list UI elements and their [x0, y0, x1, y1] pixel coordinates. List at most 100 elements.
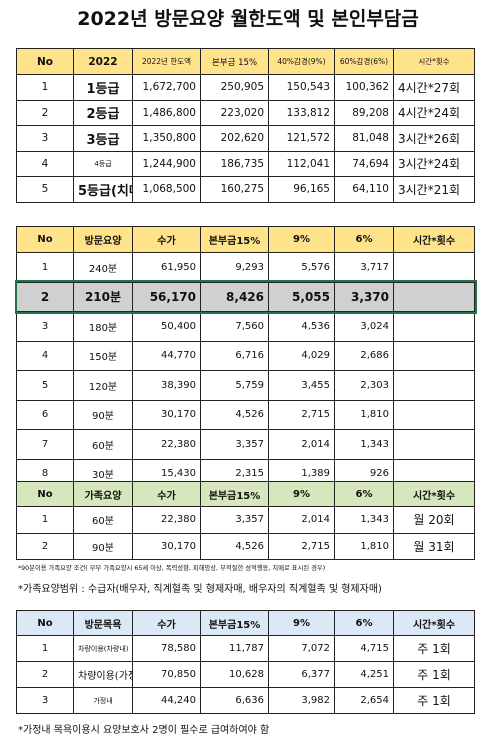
cell: 11,787 — [200, 635, 269, 662]
cell: 8,426 — [200, 281, 269, 312]
title: 2022년 방문요양 월한도액 및 본인부담금 — [77, 8, 419, 30]
cell: 1,672,700 — [132, 74, 201, 101]
cell: 74,694 — [334, 150, 394, 177]
cell: 50,400 — [132, 311, 201, 342]
cell: 186,735 — [200, 150, 269, 177]
cell: 81,048 — [334, 125, 394, 152]
header-cell: 시간*횟수 — [393, 48, 475, 75]
cell: 22,380 — [132, 506, 201, 534]
cell: 89,208 — [334, 99, 394, 126]
cell: 5 — [16, 176, 74, 203]
cell: 3 — [16, 125, 74, 152]
cell: 4시간*27회 — [393, 74, 475, 101]
cell: 202,620 — [200, 125, 269, 152]
cell: 4,029 — [268, 340, 335, 371]
note: *가족요양범위 : 수급자(배우자, 직계혈족 및 형제자매, 배우자의 직계혈… — [18, 584, 382, 595]
cell: 64,110 — [334, 176, 394, 203]
cell: 1 — [16, 74, 74, 101]
cell: 5,576 — [268, 252, 335, 283]
cell: 22,380 — [132, 429, 201, 460]
cell: 2 — [16, 99, 74, 126]
cell: 38,390 — [132, 370, 201, 401]
cell: 223,020 — [200, 99, 269, 126]
cell: 1,810 — [334, 532, 394, 560]
cell: 1,486,800 — [132, 99, 201, 126]
cell: 2등급 — [73, 99, 133, 126]
cell: 3,717 — [334, 252, 394, 283]
cell: 4,526 — [200, 399, 269, 430]
cell: 210분 — [73, 281, 133, 312]
row: 2 210분 56,170 8,426 5,055 3,370 — [14, 280, 477, 314]
cell: 4,536 — [268, 311, 335, 342]
row: 7 60분 22,380 3,357 2,014 1,343 — [16, 429, 475, 460]
cell: 30,170 — [132, 532, 201, 560]
cell: 2,715 — [268, 399, 335, 430]
cell — [393, 370, 475, 401]
cell: 7 — [16, 429, 74, 460]
cell: 1 — [16, 506, 74, 534]
header-cell: 수가 — [132, 226, 201, 253]
table: No 방문요양 수가 본부금15% 9% 6% 시간*횟수 1 240분 61,950 9,293 5… — [14, 226, 477, 489]
header-cell: 본부금15% — [200, 610, 269, 636]
header-row: No 가족요양 수가 본부금15% 9% 6% 시간*횟수 — [16, 481, 475, 507]
cell: 3시간*21회 — [393, 176, 475, 203]
header-cell: 본부금15% — [200, 226, 269, 253]
cell — [393, 429, 475, 460]
cell: 96,165 — [268, 176, 335, 203]
cell: 3 — [16, 311, 74, 342]
cell: 7,072 — [268, 635, 335, 662]
cell: 90분 — [73, 532, 133, 560]
cell — [393, 252, 475, 283]
cell: 가정내 — [73, 687, 133, 714]
header-cell: 9% — [268, 610, 335, 636]
header-cell: 방문요양 — [73, 226, 133, 253]
cell: 56,170 — [132, 281, 201, 312]
cell: 주 1회 — [393, 635, 475, 662]
cell: 1,350,800 — [132, 125, 201, 152]
cell: 120분 — [73, 370, 133, 401]
row: 1 240분 61,950 9,293 5,576 3,717 — [16, 252, 475, 283]
cell: 2,686 — [334, 340, 394, 371]
cell: 3,370 — [334, 281, 394, 312]
cell: 100,362 — [334, 74, 394, 101]
row: 4 4등급 1,244,900 186,735 112,041 74,694 3시간*24회 — [16, 150, 475, 177]
cell: 월 20회 — [393, 506, 475, 534]
header-cell: 6% — [334, 481, 394, 507]
cell — [393, 340, 475, 371]
cell: 4 — [16, 340, 74, 371]
cell — [393, 399, 475, 430]
cell: 2 — [16, 661, 74, 688]
cell: 7,560 — [200, 311, 269, 342]
cell: 4 — [16, 150, 74, 177]
cell: 44,240 — [132, 687, 201, 714]
cell: 6 — [16, 399, 74, 430]
header-cell: 시간*횟수 — [393, 481, 475, 507]
row: 4 150분 44,770 6,716 4,029 2,686 — [16, 340, 475, 371]
cell: 2,715 — [268, 532, 335, 560]
cell: 1 — [16, 252, 74, 283]
row: 2 90분 30,170 4,526 2,715 1,810 월 31회 — [16, 532, 475, 560]
cell: 180분 — [73, 311, 133, 342]
header-cell: 시간*횟수 — [393, 610, 475, 636]
row: 1 차량이용(차량내) 78,580 11,787 7,072 4,715 주 1회 — [16, 635, 475, 662]
row: 3 3등급 1,350,800 202,620 121,572 81,048 3시간*26회 — [16, 125, 475, 152]
header-cell: 시간*횟수 — [393, 226, 475, 253]
cell: 1,810 — [334, 399, 394, 430]
cell: 2,303 — [334, 370, 394, 401]
cell — [393, 311, 475, 342]
cell: 2 — [16, 281, 74, 312]
cell: 3,024 — [334, 311, 394, 342]
cell: 5등급(치매) — [73, 176, 133, 203]
header-cell: No — [16, 481, 74, 507]
row: 55등급(치매)1,068,500160,27596,16564,1103시간*… — [16, 176, 475, 203]
header-cell: 9% — [268, 226, 335, 253]
cell: 4시간*24회 — [393, 99, 475, 126]
cell: 150분 — [73, 340, 133, 371]
note: *가정내 목욕이용시 요양보호사 2명이 필수로 급여하여야 함 — [18, 725, 270, 736]
cell: 70,850 — [132, 661, 201, 688]
row: 5 120분 38,390 5,759 3,455 2,303 — [16, 370, 475, 401]
cell: 1,343 — [334, 506, 394, 534]
table: No 방문목욕 수가 본부금15% 9% 6% 시간*횟수 1 차량이용(차량내) 78,580 1… — [16, 610, 475, 714]
